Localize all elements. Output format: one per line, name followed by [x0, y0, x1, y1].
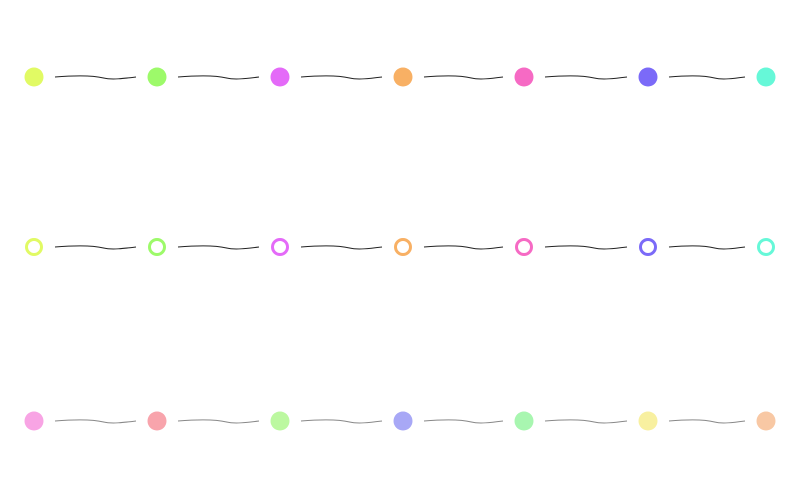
node-circle: [757, 238, 775, 256]
connector-line: [300, 245, 383, 250]
node-circle: [270, 67, 290, 87]
connector-line: [54, 75, 137, 80]
node-row: [24, 67, 776, 87]
node-circle: [756, 411, 776, 431]
node-circle: [25, 238, 43, 256]
connector-line: [423, 75, 504, 80]
connector-line: [177, 75, 260, 80]
connector-line: [544, 419, 628, 424]
connector-line: [668, 245, 746, 250]
node-row: [25, 238, 775, 256]
node-circle: [394, 238, 412, 256]
node-circle: [393, 67, 413, 87]
connector-line: [544, 245, 628, 250]
node-circle: [270, 411, 290, 431]
connector-line: [423, 419, 504, 424]
node-circle: [638, 411, 658, 431]
node-circle: [24, 411, 44, 431]
node-circle: [148, 238, 166, 256]
node-circle: [271, 238, 289, 256]
node-row: [24, 411, 776, 431]
connector-line: [668, 419, 746, 424]
connector-line: [300, 419, 383, 424]
connector-line: [668, 75, 746, 80]
node-circle: [639, 238, 657, 256]
node-circle: [393, 411, 413, 431]
connector-line: [54, 245, 137, 250]
node-circle: [147, 411, 167, 431]
connector-line: [177, 245, 260, 250]
node-circle: [24, 67, 44, 87]
node-circle: [515, 238, 533, 256]
connector-line: [54, 419, 137, 424]
connector-line: [423, 245, 504, 250]
connector-line: [544, 75, 628, 80]
connector-line: [300, 75, 383, 80]
node-circle: [514, 411, 534, 431]
node-circle: [147, 67, 167, 87]
connector-line: [177, 419, 260, 424]
node-circle: [756, 67, 776, 87]
node-circle: [514, 67, 534, 87]
node-circle: [638, 67, 658, 87]
